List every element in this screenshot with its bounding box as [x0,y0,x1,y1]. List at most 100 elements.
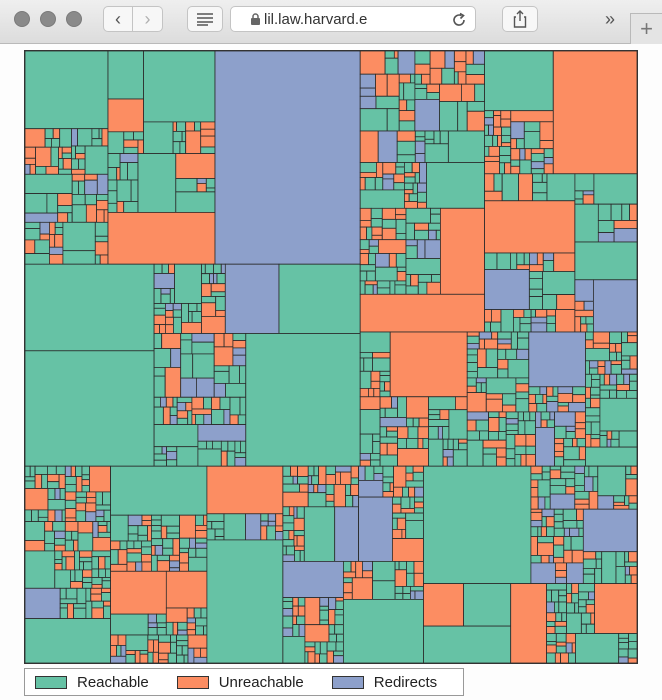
treemap-cell-reachable [31,509,39,522]
treemap-cell-reachable [574,602,579,614]
treemap-cell-reachable [172,309,182,318]
treemap-cell-reachable [181,645,189,656]
treemap-cell-reachable [54,221,64,228]
tab-overflow-icon[interactable]: » [605,9,616,29]
treemap-cell-redirects [472,51,486,65]
treemap-cell-unreachable [510,165,521,175]
forward-button[interactable]: › [133,6,163,32]
treemap-cell-unreachable [405,396,429,419]
treemap-cell-reachable [610,438,620,448]
treemap-cell-reachable [381,218,397,229]
treemap-cell-redirects [566,562,584,584]
treemap-cell-reachable [541,173,548,183]
treemap-cell-unreachable [495,456,507,467]
treemap-cell-reachable [311,475,320,485]
treemap-cell-unreachable [454,396,468,411]
treemap-cell-unreachable [164,316,174,326]
reader-button[interactable] [187,6,223,32]
treemap-cell-redirects [484,117,494,126]
treemap-cell-unreachable [493,115,502,128]
treemap-cell-unreachable [552,51,637,175]
treemap-cell-reachable [229,396,241,416]
treemap-cell-unreachable [75,153,86,160]
treemap-cell-reachable [180,353,194,379]
treemap-cell-unreachable [465,51,474,65]
treemap-cell-reachable [466,354,478,363]
treemap-cell-reachable [82,577,93,584]
treemap-cell-unreachable [524,148,532,161]
treemap-cell-reachable [417,274,432,283]
treemap-cell-reachable [175,191,216,213]
treemap-cell-redirects [176,401,187,412]
treemap-cell-reachable [395,218,407,234]
treemap-cell-reachable [239,365,247,384]
treemap-cell-unreachable [512,309,525,318]
treemap-cell-unreachable [141,514,152,521]
treemap-cell-reachable [103,605,111,619]
treemap-cell-reachable [153,453,168,461]
treemap-cell-reachable [282,636,306,663]
treemap-cell-reachable [125,634,149,652]
zoom-window-icon[interactable] [66,11,82,27]
treemap-cell-unreachable [466,385,477,394]
treemap-cell-reachable [611,430,620,440]
treemap-cell-reachable [621,331,628,344]
treemap-cell-reachable [110,465,208,516]
treemap-cell-reachable [576,520,584,529]
address-bar[interactable]: lil.law.harvard.e [230,6,476,32]
close-window-icon[interactable] [14,11,30,27]
treemap-cell-redirects [214,51,361,265]
treemap-cell-reachable [546,589,552,603]
treemap-cell-redirects [409,590,416,600]
treemap-cell-reachable [67,212,73,223]
treemap-cell-unreachable [590,438,601,448]
treemap-cell-reachable [501,173,520,202]
treemap-cell-redirects [618,656,629,663]
treemap-cell-unreachable [426,281,441,295]
treemap-cell-reachable [334,614,344,626]
treemap-cell-reachable [405,274,411,287]
treemap-cell-unreachable [500,118,512,128]
treemap-cell-reachable [554,425,567,439]
treemap-cell-reachable [370,218,383,228]
treemap-cell-unreachable [536,252,544,266]
treemap-cell-unreachable [485,398,503,413]
treemap-cell-reachable [203,625,208,636]
treemap-cell-unreachable [597,366,606,375]
treemap-cell-reachable [25,228,41,241]
treemap-cell-reachable [553,513,564,523]
treemap-cell-reachable [428,426,439,440]
treemap-cell-reachable [35,166,47,175]
treemap-cell-reachable [391,517,398,530]
treemap-cell-reachable [137,153,177,213]
treemap-cell-redirects [530,562,556,584]
treemap-cell-reachable [433,130,441,145]
treemap-cell-redirects [260,520,269,527]
treemap-cell-reachable [176,654,185,663]
treemap-cell-unreachable [210,283,226,293]
back-button[interactable]: ‹ [103,6,133,32]
treemap-cell-reachable [466,370,478,379]
treemap-cell-unreachable [418,417,430,428]
treemap-cell-reachable [413,496,424,503]
treemap-cell-reachable [624,551,630,563]
treemap-cell-reachable [374,266,398,282]
treemap-cell-reachable [219,396,231,411]
treemap-cell-reachable [552,386,559,397]
reload-icon[interactable] [451,12,467,28]
share-button[interactable] [502,6,538,32]
minimize-window-icon[interactable] [40,11,56,27]
treemap-cell-reachable [482,453,497,467]
treemap-cell-redirects [624,566,630,576]
treemap-cell-unreachable [304,624,330,643]
treemap-cell-reachable [546,526,555,537]
treemap-cell-reachable [484,124,489,136]
treemap-cell-redirects [267,513,277,522]
treemap-cell-reachable [621,359,631,370]
new-tab-button[interactable]: + [630,13,662,44]
treemap-cell-redirects [92,521,99,538]
treemap-cell-unreachable [563,549,573,564]
treemap-cell-unreachable [453,51,467,63]
treemap-cell-reachable [439,101,459,132]
treemap-cell-unreachable [25,239,36,254]
